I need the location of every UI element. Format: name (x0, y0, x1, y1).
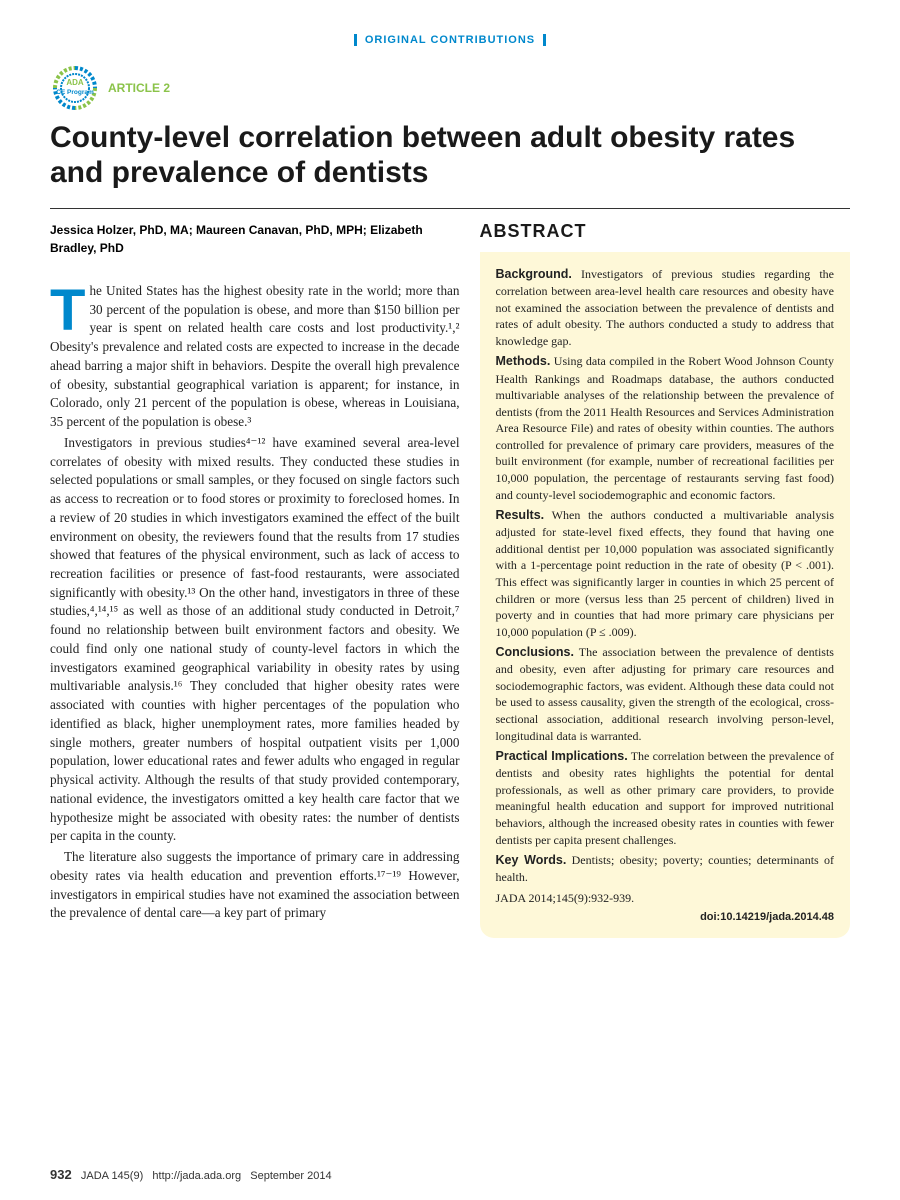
abstract-practical: Practical Implications. The correlation … (496, 748, 835, 848)
results-text: When the authors conducted a multivariab… (496, 508, 835, 639)
dropcap: T (50, 282, 89, 335)
ada-ce-logo: ADA CE Program (50, 63, 100, 113)
section-header: ORIGINAL CONTRIBUTIONS (50, 30, 850, 48)
doi: doi:10.14219/jada.2014.48 (496, 910, 835, 925)
abstract-results: Results. When the authors conducted a mu… (496, 507, 835, 640)
abstract-background: Background. Investigators of previous st… (496, 266, 835, 349)
practical-text: The correlation between the prevalence o… (496, 749, 835, 846)
body-text: The United States has the highest obesit… (50, 282, 460, 923)
logo-text-ada: ADA (66, 78, 84, 87)
p1-text: he United States has the highest obesity… (50, 283, 460, 429)
background-label: Background. (496, 267, 572, 281)
abstract-keywords: Key Words. Dentists; obesity; poverty; c… (496, 852, 835, 886)
paragraph-3: The literature also suggests the importa… (50, 848, 460, 923)
article-number: ARTICLE 2 (108, 81, 170, 95)
conclusions-text: The association between the prevalence o… (496, 645, 835, 742)
abstract-citation: JADA 2014;145(9):932-939. (496, 890, 835, 907)
footer-date: September 2014 (250, 1170, 331, 1182)
page-footer: 932 JADA 145(9) http://jada.ada.org Sept… (50, 1167, 332, 1182)
methods-text: Using data compiled in the Robert Wood J… (496, 354, 835, 501)
divider-top (50, 208, 850, 209)
paragraph-1: The United States has the highest obesit… (50, 282, 460, 432)
authors: Jessica Holzer, PhD, MA; Maureen Canavan… (50, 221, 460, 257)
footer-url: http://jada.ada.org (152, 1170, 241, 1182)
page-number: 932 (50, 1167, 72, 1182)
right-column: ABSTRACT Background. Investigators of pr… (480, 221, 851, 938)
results-label: Results. (496, 508, 545, 522)
article-title: County-level correlation between adult o… (50, 121, 850, 190)
conclusions-label: Conclusions. (496, 645, 574, 659)
practical-label: Practical Implications. (496, 749, 628, 763)
section-label: ORIGINAL CONTRIBUTIONS (354, 34, 546, 46)
logo-text-ce: CE Program (56, 89, 94, 96)
methods-label: Methods. (496, 354, 551, 368)
footer-journal: JADA 145(9) (81, 1170, 143, 1182)
content-columns: Jessica Holzer, PhD, MA; Maureen Canavan… (50, 221, 850, 938)
abstract-heading: ABSTRACT (480, 221, 851, 242)
left-column: Jessica Holzer, PhD, MA; Maureen Canavan… (50, 221, 460, 938)
paragraph-2: Investigators in previous studies⁴⁻¹² ha… (50, 434, 460, 846)
logo-row: ADA CE Program ARTICLE 2 (50, 63, 850, 113)
abstract-methods: Methods. Using data compiled in the Robe… (496, 353, 835, 503)
abstract-conclusions: Conclusions. The association between the… (496, 644, 835, 744)
abstract-box: Background. Investigators of previous st… (480, 252, 851, 938)
keywords-label: Key Words. (496, 853, 567, 867)
